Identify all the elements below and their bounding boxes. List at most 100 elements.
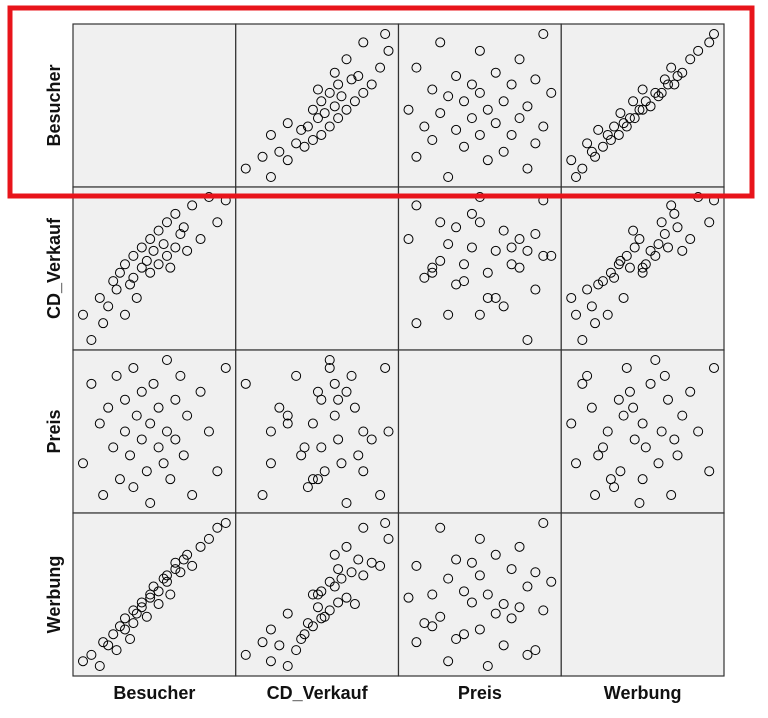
- point: [466, 557, 477, 568]
- point: [443, 309, 454, 320]
- point: [605, 267, 616, 278]
- point: [490, 292, 501, 303]
- panel: [235, 186, 400, 351]
- point: [170, 557, 181, 568]
- point: [108, 629, 119, 640]
- point: [128, 482, 139, 493]
- point: [672, 222, 683, 233]
- point: [103, 402, 114, 413]
- point: [538, 605, 549, 616]
- point: [571, 458, 582, 469]
- point: [291, 138, 302, 149]
- point: [108, 442, 119, 453]
- point: [307, 474, 318, 485]
- point: [111, 645, 122, 656]
- point: [577, 335, 588, 345]
- point: [187, 560, 198, 571]
- panel: [397, 186, 562, 351]
- point: [634, 498, 645, 508]
- point: [257, 490, 268, 501]
- point: [333, 79, 344, 90]
- point: [704, 217, 715, 228]
- point: [530, 74, 541, 85]
- point: [302, 121, 313, 132]
- point: [693, 426, 704, 437]
- point: [615, 466, 626, 477]
- point: [78, 458, 88, 469]
- point: [650, 250, 661, 261]
- point: [319, 466, 330, 477]
- point: [358, 426, 369, 437]
- point: [131, 410, 142, 421]
- point: [136, 602, 147, 613]
- point: [302, 482, 313, 493]
- point: [319, 611, 330, 622]
- point: [307, 134, 318, 145]
- point: [212, 522, 223, 533]
- point: [628, 96, 639, 107]
- point: [672, 450, 683, 461]
- point: [312, 602, 323, 613]
- point: [170, 394, 181, 405]
- column-label: Besucher: [113, 683, 195, 703]
- point: [333, 564, 344, 575]
- point: [451, 279, 462, 290]
- point: [629, 242, 640, 253]
- point: [566, 155, 577, 166]
- point: [341, 541, 352, 552]
- point: [677, 410, 688, 421]
- point: [577, 163, 588, 174]
- point: [153, 599, 164, 610]
- point: [514, 113, 525, 124]
- point: [474, 570, 485, 581]
- point: [341, 54, 352, 65]
- point: [566, 418, 577, 429]
- point: [403, 234, 414, 245]
- point: [666, 200, 677, 211]
- point: [128, 618, 139, 629]
- point: [341, 592, 352, 603]
- point: [546, 576, 557, 587]
- point: [530, 567, 541, 578]
- point: [419, 121, 430, 132]
- point: [645, 378, 656, 389]
- point: [628, 402, 639, 413]
- point: [119, 259, 130, 270]
- point: [451, 71, 462, 82]
- point: [336, 458, 347, 469]
- point: [411, 560, 422, 571]
- point: [427, 267, 438, 278]
- point: [538, 121, 549, 132]
- point: [640, 442, 651, 453]
- point: [474, 87, 485, 98]
- point: [341, 386, 352, 397]
- point: [571, 172, 582, 182]
- point: [637, 474, 648, 485]
- point: [161, 570, 172, 581]
- point: [506, 79, 517, 90]
- point: [282, 608, 293, 619]
- point: [522, 163, 533, 174]
- point: [514, 602, 525, 613]
- point: [383, 533, 394, 544]
- point: [153, 402, 164, 413]
- point: [650, 87, 661, 98]
- point: [490, 67, 501, 78]
- point: [158, 458, 169, 469]
- point: [329, 101, 340, 112]
- point: [145, 418, 156, 429]
- point: [656, 426, 667, 437]
- point: [490, 118, 501, 129]
- point: [195, 234, 206, 245]
- point: [324, 362, 335, 373]
- point: [640, 96, 651, 107]
- point: [593, 450, 604, 461]
- point: [212, 217, 223, 228]
- point: [240, 163, 251, 174]
- point: [624, 262, 635, 273]
- point: [685, 54, 696, 65]
- point: [316, 442, 327, 453]
- point: [353, 450, 364, 461]
- point: [136, 597, 147, 608]
